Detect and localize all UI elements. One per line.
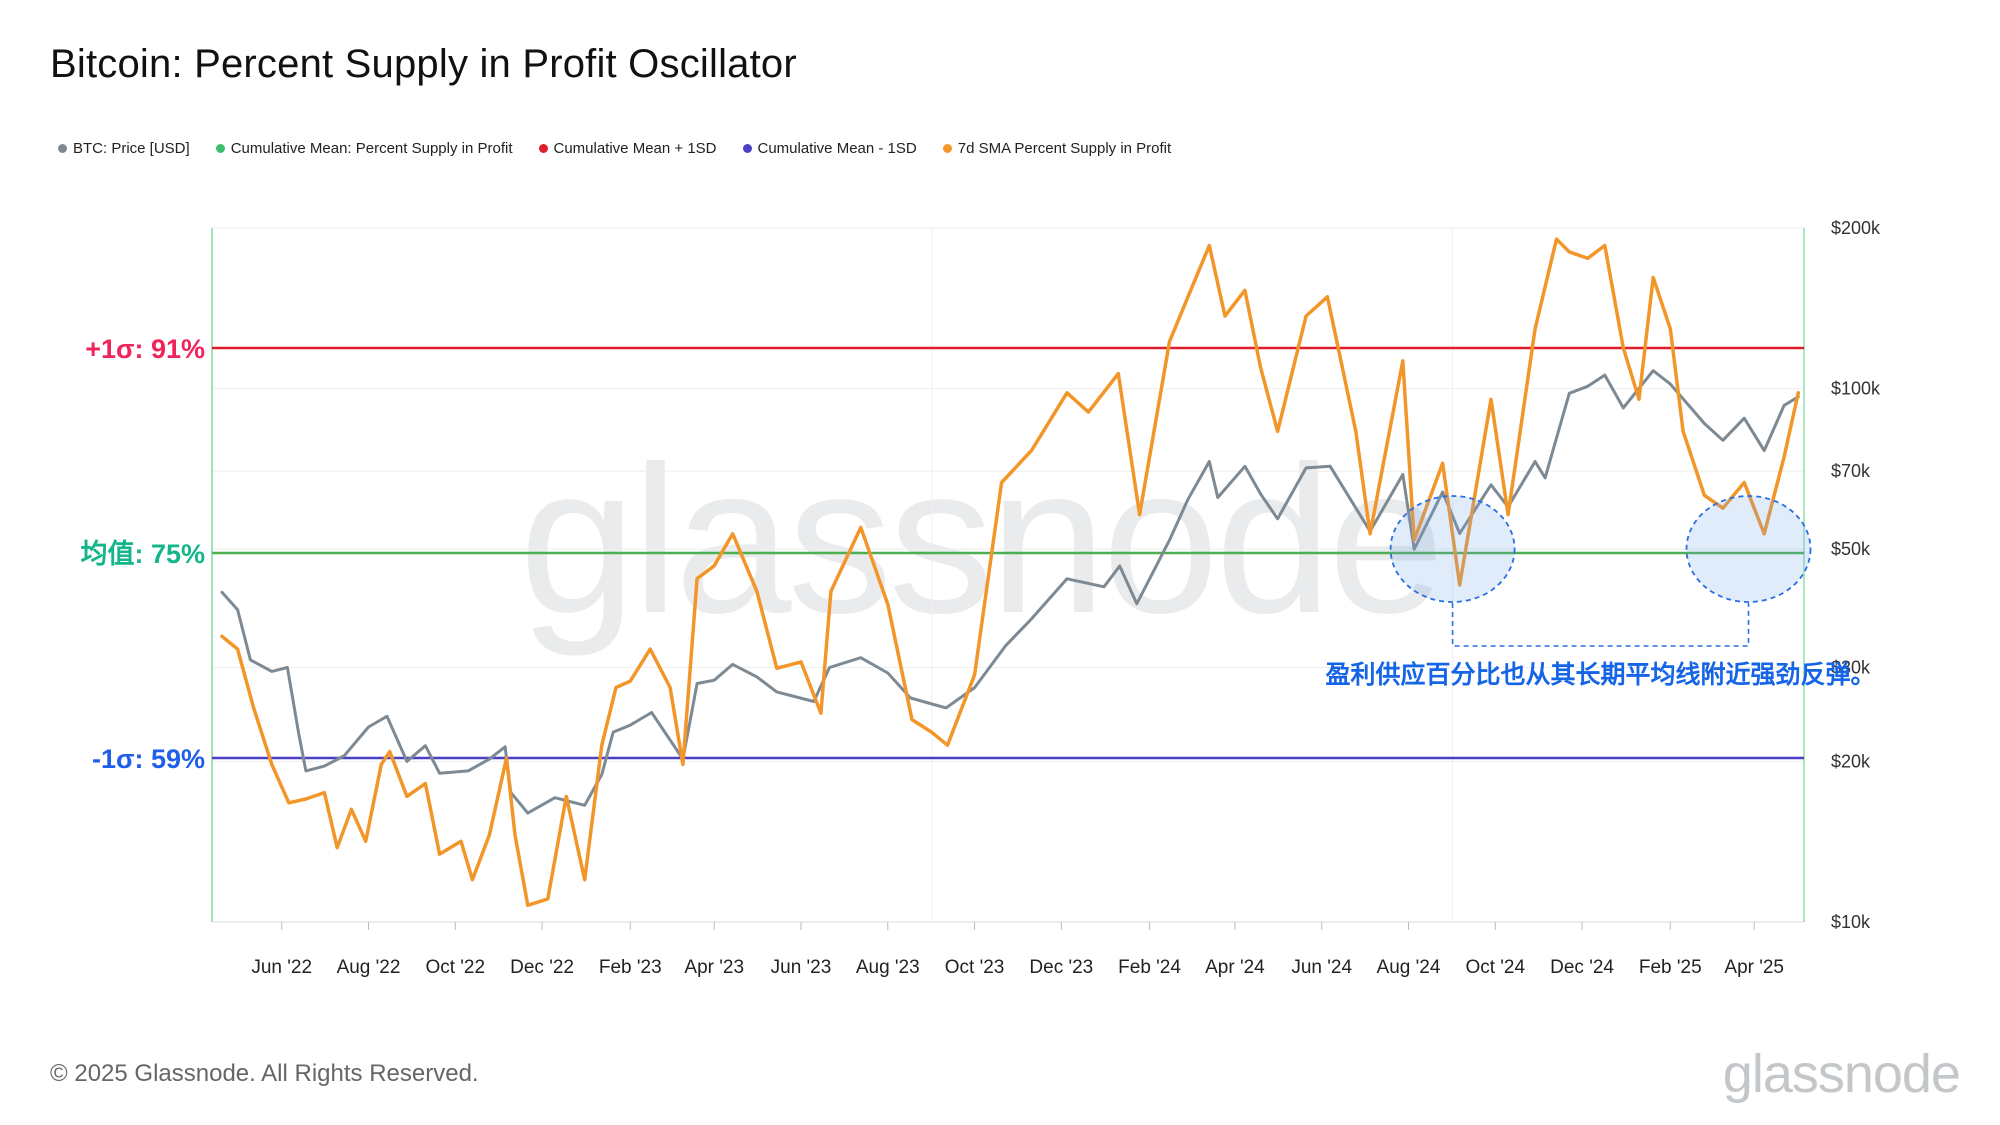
x-tick-label: Apr '24 [1205,957,1265,978]
legend-label: Cumulative Mean - 1SD [757,140,917,157]
annotation-layer: 盈利供应百分比也从其长期平均线附近强劲反弹。 [1326,495,1876,689]
series-layer [220,237,1801,908]
percent-supply-line [220,237,1801,908]
x-tick-label: Feb '24 [1118,957,1181,978]
y-tick-label-right: $100k [1831,379,1881,399]
legend-item[interactable]: Cumulative Mean - 1SD [742,140,917,157]
legend-dot [58,144,67,153]
x-tick-label: Dec '23 [1029,957,1093,978]
x-tick-label: Jun '23 [771,957,832,978]
legend-label: Cumulative Mean: Percent Supply in Profi… [230,140,513,157]
legend-item[interactable]: Cumulative Mean + 1SD [538,140,717,157]
x-tick-label: Jun '22 [251,957,312,978]
x-tick-label: Feb '25 [1639,957,1702,978]
annotation-bracket [1451,603,1750,647]
y-tick-label-right: $10k [1831,912,1871,932]
reference-label: -1σ: 59% [92,744,205,774]
x-tick-label: Aug '23 [856,957,920,978]
watermark-text: glassnode [519,422,1440,657]
x-tick-label: Feb '23 [599,957,662,978]
x-tick-label: Oct '23 [945,957,1005,978]
legend-dot [215,144,225,153]
copyright-text: © 2025 Glassnode. All Rights Reserved. [50,1060,479,1087]
x-tick-label: Oct '24 [1465,957,1525,978]
reference-label: +1σ: 91% [85,334,205,364]
y-tick-label-right: $200k [1831,218,1881,238]
x-tick-label: Jun '24 [1291,957,1352,978]
y-tick-label-right: $20k [1831,751,1871,771]
legend-label: BTC: Price [USD] [73,140,190,157]
y-tick-label-right: $50k [1831,539,1871,559]
y-tick-label-right: $70k [1831,461,1871,481]
reference-label: 均值: 75% [80,539,205,569]
x-tick-label: Apr '23 [684,957,744,978]
y-tick-label-right: $30k [1831,657,1871,677]
legend-label: Cumulative Mean + 1SD [553,140,717,157]
chart-legend: BTC: Price [USD] Cumulative Mean: Percen… [58,140,1171,157]
legend-label: 7d SMA Percent Supply in Profit [957,140,1172,157]
chart-title: Bitcoin: Percent Supply in Profit Oscill… [50,42,797,86]
legend-dot [942,144,952,153]
x-tick-label: Aug '24 [1377,957,1441,978]
legend-dot [538,144,548,153]
legend-item[interactable]: BTC: Price [USD] [58,140,190,157]
x-tick-label: Apr '25 [1724,957,1784,978]
glassnode-logo: glassnode [1722,1044,1961,1104]
legend-item[interactable]: 7d SMA Percent Supply in Profit [942,140,1172,157]
legend-dot [742,144,752,153]
x-tick-label: Dec '22 [510,957,574,978]
x-tick-label: Aug '22 [337,957,401,978]
legend-item[interactable]: Cumulative Mean: Percent Supply in Profi… [215,140,513,157]
axis-layer: $200k $100k $70k $50k $30k $20k $10k Jun '22 Aug… [211,218,1881,978]
x-tick-label: Dec '24 [1550,957,1614,978]
x-tick-label: Oct '22 [425,957,485,978]
reference-lines: +1σ: 91% 均值: 75% -1σ: 59% [80,334,1804,774]
highlight-ellipse [1685,495,1812,603]
highlight-ellipse [1389,495,1516,603]
annotation-text: 盈利供应百分比也从其长期平均线附近强劲反弹。 [1326,660,1876,689]
btc-price-line [220,369,1800,815]
